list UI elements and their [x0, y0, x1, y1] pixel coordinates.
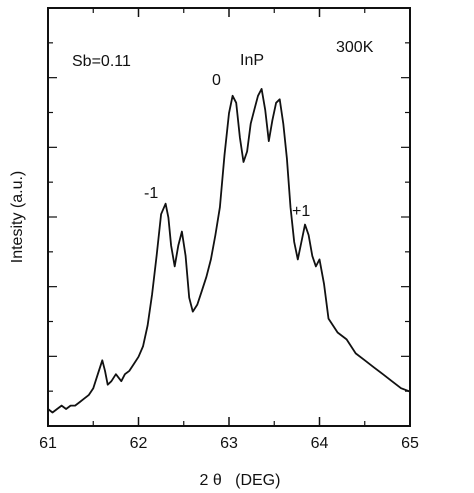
x-tick-label: 63: [220, 435, 238, 452]
annotation-temperature: 300K: [336, 39, 374, 56]
annotation-peak-0: 0: [212, 72, 221, 89]
annotation-peak-minus1: -1: [144, 185, 158, 202]
annotation-sb: Sb=0.11: [72, 53, 131, 70]
annotation-inp: InP: [240, 52, 264, 69]
series-line: [47, 88, 411, 414]
x-ticks: [47, 8, 411, 426]
y-ticks: [48, 42, 410, 392]
annotation-peak-plus1: +1: [292, 203, 310, 220]
x-tick-label: 64: [311, 435, 329, 452]
x-tick-label: 65: [401, 435, 419, 452]
x-axis-label: 2 θ (DEG): [200, 472, 281, 489]
x-tick-label: 62: [130, 435, 148, 452]
y-axis-label: Intesity (a.u.): [9, 171, 26, 263]
x-tick-labels: 61 62 63 64 65: [39, 435, 419, 452]
x-tick-label: 61: [39, 435, 57, 452]
